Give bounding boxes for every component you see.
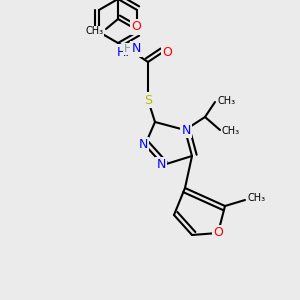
Text: CH₃: CH₃ (217, 96, 235, 106)
Text: O: O (131, 20, 141, 34)
Text: N: N (138, 139, 148, 152)
Text: N: N (181, 124, 191, 136)
Text: H: H (124, 44, 132, 54)
Text: N: N (131, 43, 141, 56)
Text: N: N (156, 158, 166, 172)
Text: O: O (162, 46, 172, 59)
Text: CH₃: CH₃ (86, 26, 104, 36)
Text: HN: HN (117, 46, 135, 59)
Text: S: S (144, 94, 152, 106)
Text: CH₃: CH₃ (248, 193, 266, 203)
Text: O: O (213, 226, 223, 239)
Text: CH₃: CH₃ (222, 126, 240, 136)
